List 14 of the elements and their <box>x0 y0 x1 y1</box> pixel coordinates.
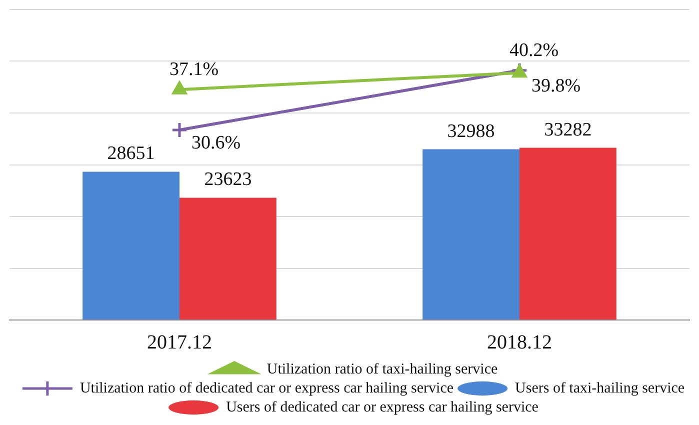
data-label: 40.2% <box>510 40 559 61</box>
data-label: 37.1% <box>170 59 219 80</box>
x-tick-label: 2018.12 <box>487 331 552 354</box>
legend-label: Utilization ratio of dedicated car or express car hailing service <box>80 380 454 396</box>
legend-label: Users of dedicated car or express car hailing service <box>226 399 539 416</box>
data-label: 30.6% <box>192 132 241 154</box>
data-label: 32988 <box>447 120 495 142</box>
x-tick-label: 2017.12 <box>147 331 212 354</box>
legend-label: Utilization ratio of taxi-hailing service <box>266 361 498 378</box>
data-label: 39.8% <box>532 75 581 96</box>
data-label: 33282 <box>544 119 592 140</box>
data-label: 28651 <box>107 143 155 164</box>
legend-label: Users of taxi-hailing service <box>515 380 685 396</box>
data-label: 23623 <box>204 169 252 190</box>
